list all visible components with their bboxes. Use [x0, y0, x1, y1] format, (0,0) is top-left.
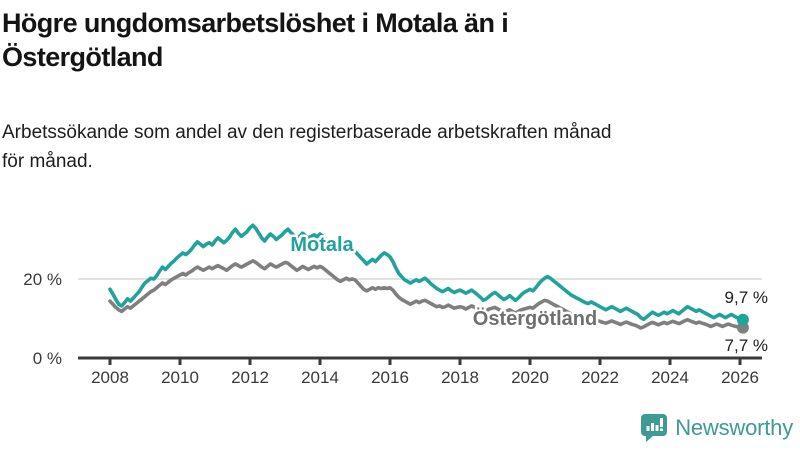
- logo-bar-2: [651, 423, 655, 431]
- subtitle-line-1: Arbetssökande som andel av den registerb…: [2, 122, 612, 143]
- motala-series-label: Motala: [290, 234, 354, 256]
- x-tick-label: 2026: [721, 368, 759, 387]
- x-tick-label: 2022: [581, 368, 619, 387]
- chart-subtitle: Arbetssökande som andel av den registerb…: [2, 118, 792, 176]
- x-tick-label: 2008: [91, 368, 129, 387]
- y-axis-labels: 20 % 0 %: [23, 270, 62, 368]
- x-tick-label: 2018: [441, 368, 479, 387]
- x-tick-label: 2010: [161, 368, 199, 387]
- y-tick-label: 20 %: [23, 270, 62, 289]
- newsworthy-logo-icon: [641, 414, 668, 442]
- ostergotland-series-label: Östergötland: [473, 307, 597, 330]
- newsworthy-branding: Newsworthy: [640, 413, 793, 443]
- motala-end-dot: [736, 313, 749, 326]
- newsworthy-logo-text: Newsworthy: [675, 415, 793, 440]
- subtitle-line-2: för månad.: [2, 151, 93, 172]
- logo-bar-1: [646, 426, 650, 431]
- ostergotland-end-value-label: 7,7 %: [725, 336, 768, 355]
- y-tick-label: 0 %: [33, 349, 62, 368]
- x-tick-label: 2020: [511, 368, 549, 387]
- ostergotland-line: [108, 259, 745, 330]
- line-chart: 20 % 0 % 2008 2010 2012 2014 2016 2018 2020 2022…: [0, 193, 800, 403]
- title-line-2: Östergötland: [2, 42, 163, 72]
- x-tick-label: 2012: [231, 368, 269, 387]
- motala-end-value-label: 9,7 %: [725, 288, 768, 307]
- title-line-1: Högre ungdomsarbetslöshet i Motala än i: [2, 8, 509, 38]
- x-tick-label: 2014: [301, 368, 339, 387]
- chart-canvas: 20 % 0 % 2008 2010 2012 2014 2016 2018 2020 2022…: [23, 223, 768, 387]
- logo-bar-3: [655, 425, 659, 431]
- x-axis-ticks: 2008 2010 2012 2014 2016 2018 2020 2022 2024 2026: [91, 358, 759, 387]
- page-title: Högre ungdomsarbetslöshet i Motala än i …: [2, 6, 782, 74]
- x-tick-label: 2024: [651, 368, 689, 387]
- logo-exclamation-stem: [660, 418, 664, 427]
- logo-exclamation-dot: [660, 428, 664, 431]
- motala-line: [108, 223, 745, 322]
- x-tick-label: 2016: [371, 368, 409, 387]
